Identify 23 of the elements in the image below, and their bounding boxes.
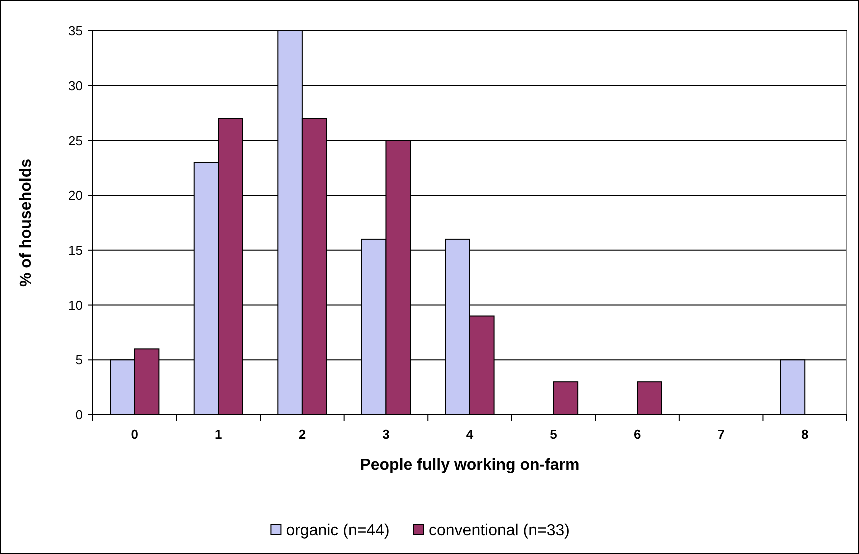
- x-axis-title: People fully working on-farm: [360, 457, 580, 474]
- y-tick-label: 20: [68, 188, 83, 204]
- legend-label: conventional (n=33): [429, 522, 570, 540]
- y-tick-label: 30: [68, 78, 83, 94]
- x-tick-label: 8: [801, 427, 809, 442]
- y-axis-title: % of households: [18, 158, 35, 287]
- x-tick-label: 0: [131, 427, 139, 442]
- x-tick-label: 1: [215, 427, 222, 442]
- x-tick-label: 3: [382, 427, 390, 442]
- x-tick-label: 2: [298, 427, 306, 442]
- y-tick-label: 10: [68, 298, 83, 313]
- x-tick-label: 6: [634, 427, 642, 442]
- x-tick-label: 7: [718, 427, 725, 442]
- bar: [637, 382, 662, 416]
- legend-label: organic (n=44): [286, 522, 390, 540]
- y-tick-label: 35: [68, 24, 83, 39]
- y-tick-label: 15: [68, 242, 83, 258]
- y-tick-label: 5: [76, 352, 83, 368]
- x-tick-label: 4: [466, 427, 474, 442]
- y-tick-label: 25: [68, 133, 83, 148]
- y-tick-label: 0: [76, 408, 83, 423]
- bar: [553, 382, 579, 416]
- x-tick-label: 5: [550, 427, 558, 442]
